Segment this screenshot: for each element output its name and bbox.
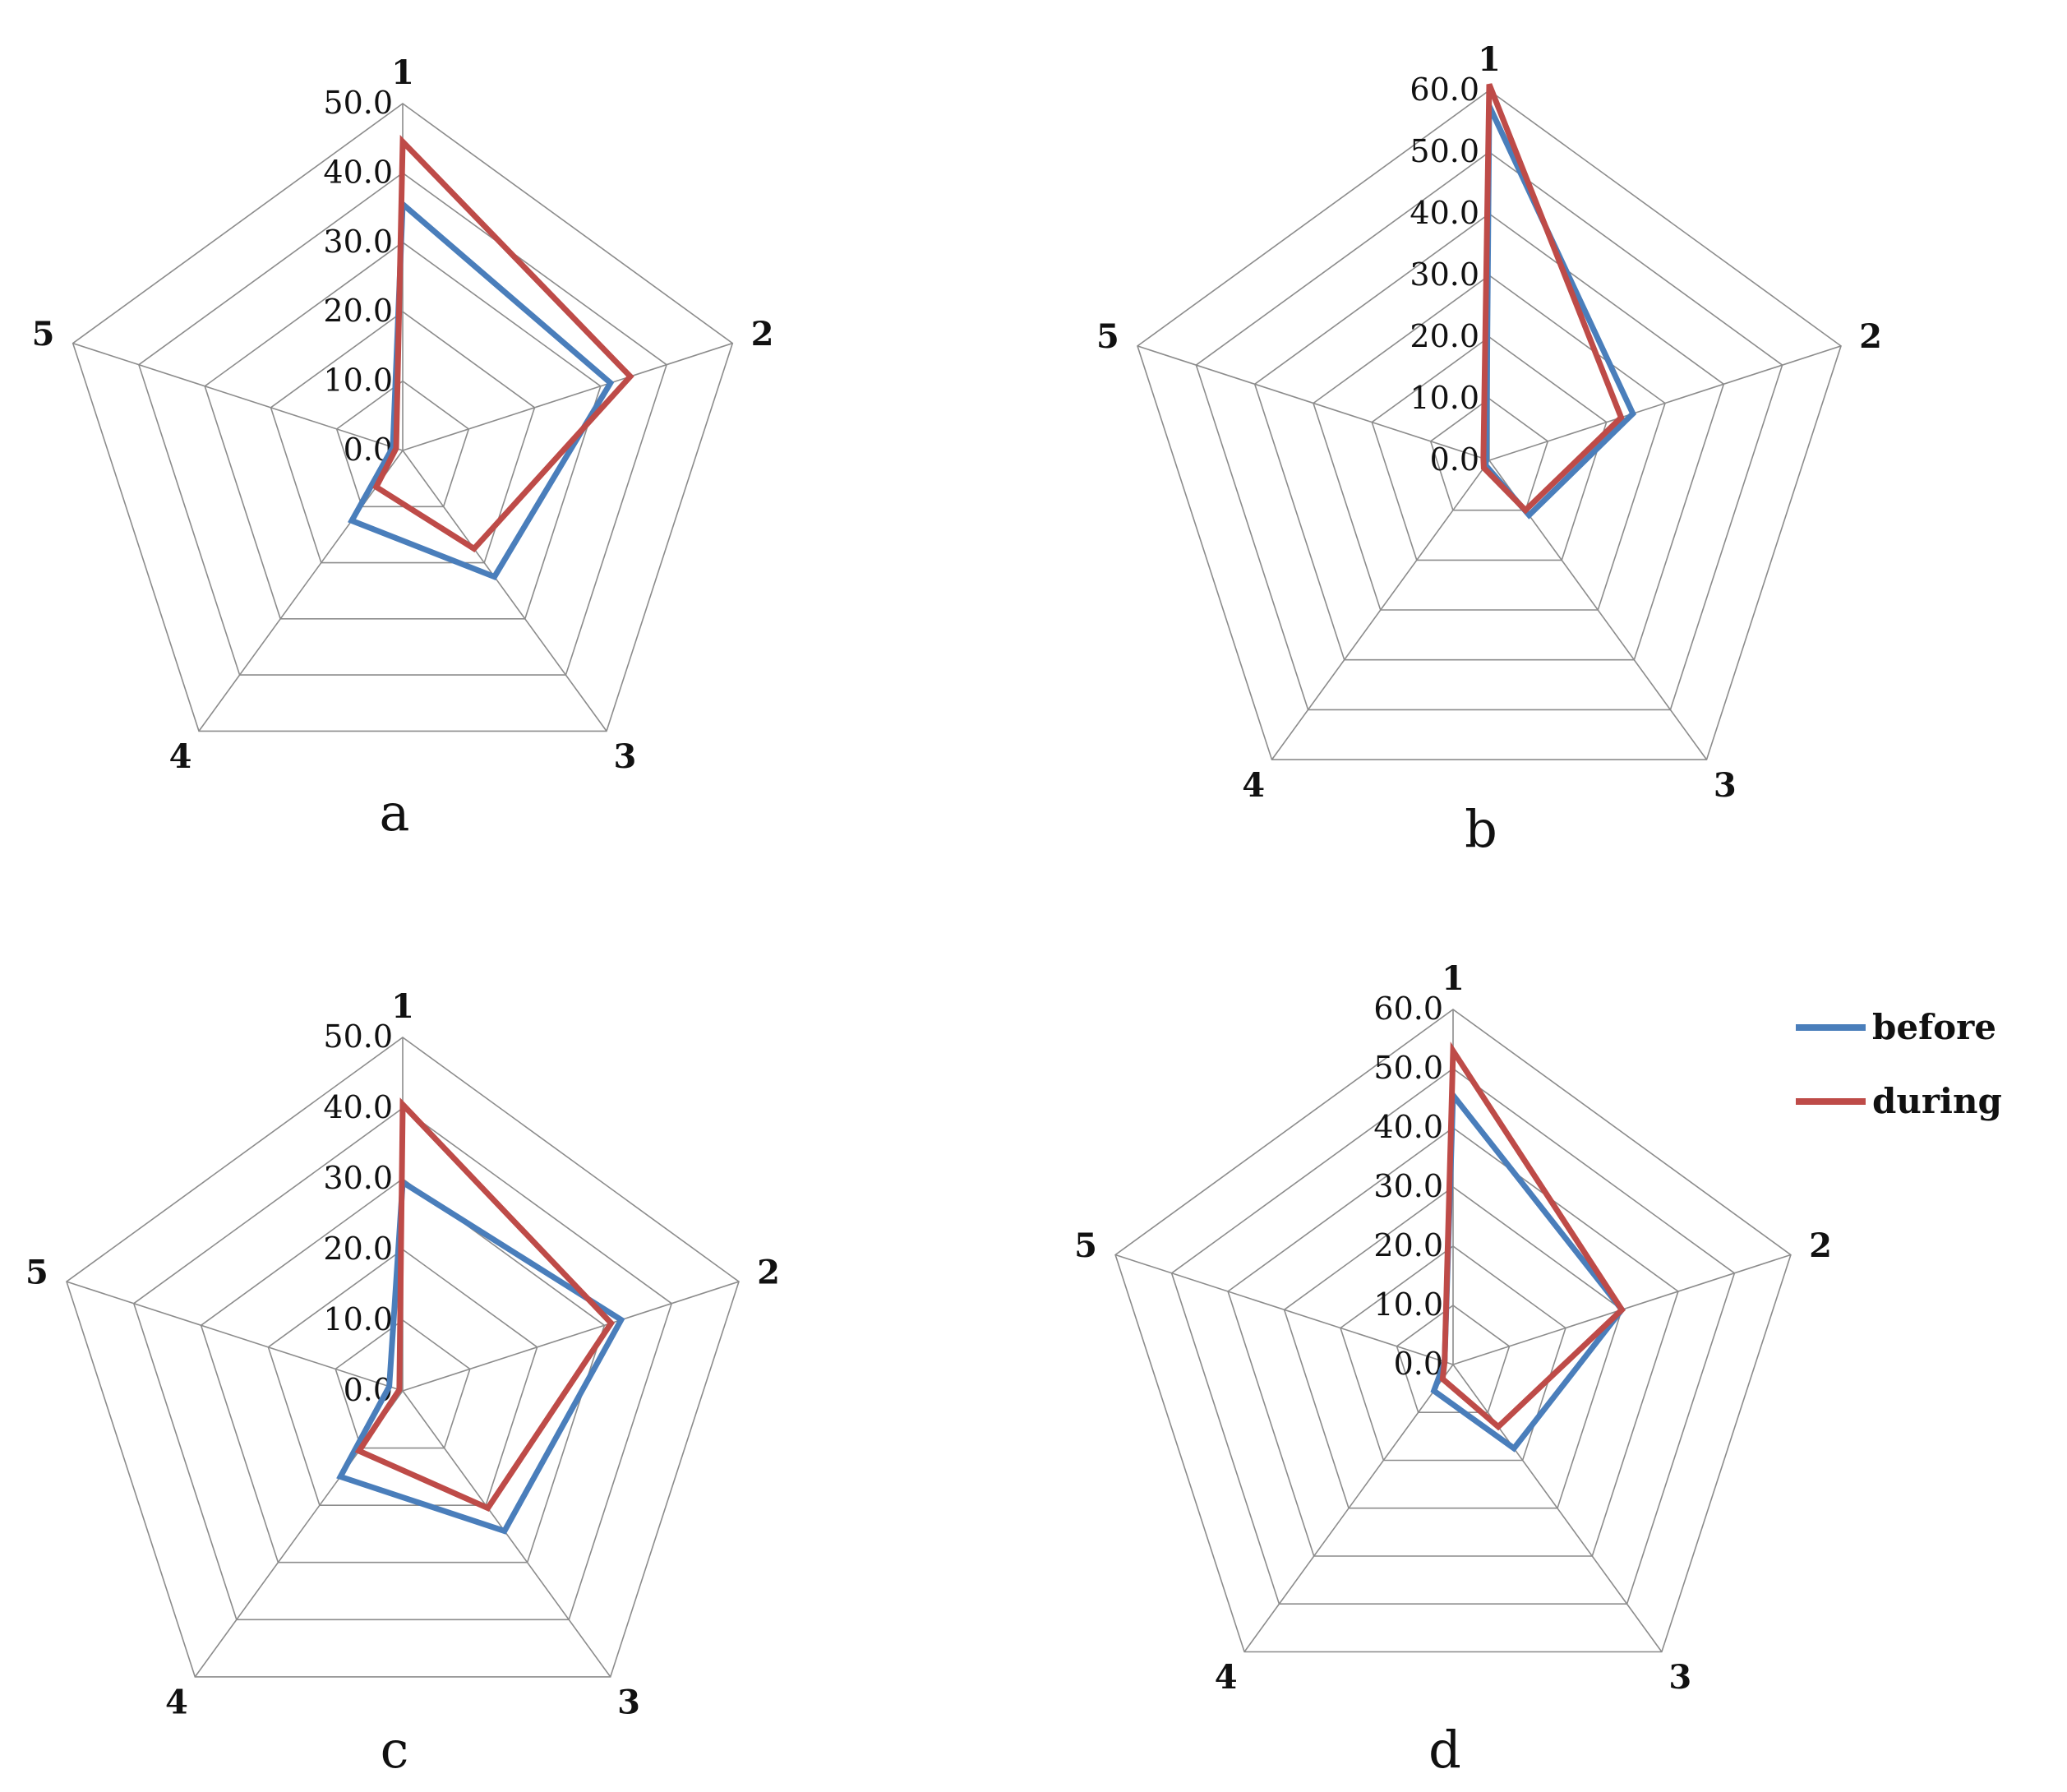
tick-label: 20.0 <box>1410 318 1479 354</box>
grid-ring <box>1371 336 1608 561</box>
tick-label: 0.0 <box>1430 441 1479 478</box>
spoke <box>198 450 404 732</box>
tick-label: 0.0 <box>1394 1346 1443 1382</box>
spoke <box>1137 345 1490 461</box>
category-label: 2 <box>757 1253 780 1291</box>
grid-ring <box>1253 213 1725 661</box>
category-label: 1 <box>1478 40 1501 79</box>
spoke <box>402 1281 740 1392</box>
tick-label: 10.0 <box>323 1301 393 1337</box>
category-label: 5 <box>32 315 55 353</box>
tick-label: 30.0 <box>1410 256 1479 293</box>
series-during <box>354 1097 616 1512</box>
radar-panel-d: 0.0 10.0 20.0 30.0 40.0 50.0 60.01 2 3 4 5 d <box>1074 959 1832 1780</box>
category-label: 3 <box>1714 766 1737 805</box>
tick-label: 10.0 <box>323 363 393 399</box>
spoke <box>1243 1364 1454 1652</box>
tick-label: 60.0 <box>1373 991 1443 1027</box>
category-label: 3 <box>617 1683 640 1722</box>
grid-ring <box>1283 1186 1623 1509</box>
category-label: 1 <box>391 987 414 1026</box>
tick-label: 50.0 <box>323 85 393 121</box>
tick-label: 30.0 <box>323 1160 393 1196</box>
tick-label: 20.0 <box>323 293 393 329</box>
tick-label: 30.0 <box>323 224 393 260</box>
spoke <box>1114 1254 1454 1365</box>
grid-ring <box>1195 151 1783 711</box>
grid-ring <box>335 1319 471 1449</box>
grid-ring <box>200 1178 606 1563</box>
tick-label: 50.0 <box>1373 1050 1443 1086</box>
grid-ring <box>1170 1068 1736 1605</box>
tick-label: 50.0 <box>323 1018 393 1055</box>
category-label: 5 <box>25 1253 48 1291</box>
category-label: 1 <box>1442 959 1465 998</box>
category-label: 1 <box>391 53 414 92</box>
legend: before during <box>1796 1007 2002 1121</box>
grid-ring <box>137 172 668 676</box>
category-label: 5 <box>1074 1226 1097 1265</box>
tick-label: 10.0 <box>1410 380 1479 416</box>
grid-ring <box>1313 275 1666 611</box>
grid-ring <box>1340 1245 1566 1462</box>
category-label: 3 <box>613 737 636 776</box>
grid-ring <box>1429 398 1549 511</box>
category-label: 3 <box>1668 1658 1691 1697</box>
grid-ring <box>204 241 602 620</box>
spoke <box>1452 1364 1663 1652</box>
panel-label: c <box>381 1720 409 1780</box>
grid-ring <box>66 1037 740 1678</box>
radar-panels: 0.010.020.030.040.050.012345a0.010.020.0… <box>25 40 1882 1780</box>
tick-label: 50.0 <box>1410 133 1479 169</box>
category-label: 4 <box>165 1683 188 1722</box>
series-during <box>372 134 634 553</box>
panel-label: b <box>1465 799 1497 859</box>
tick-label: 60.0 <box>1410 72 1479 108</box>
spoke <box>1488 345 1842 461</box>
tick-label: 40.0 <box>323 154 393 190</box>
spoke <box>402 450 607 732</box>
spoke <box>72 342 404 451</box>
spoke <box>66 1281 404 1392</box>
category-label: 2 <box>1859 317 1882 356</box>
category-label: 4 <box>1242 766 1265 805</box>
panel-label: a <box>380 783 410 843</box>
radar-panel-b: 0.0 10.0 20.0 30.0 40.0 50.0 60.01 2 3 4 5 b <box>1096 40 1882 859</box>
grid-ring <box>267 1249 538 1506</box>
tick-label: 40.0 <box>1410 195 1479 231</box>
grid-ring <box>132 1107 673 1621</box>
grid-ring <box>72 103 734 732</box>
tick-label: 20.0 <box>1373 1227 1443 1263</box>
grid-ring <box>270 311 536 564</box>
grid-ring <box>1114 1009 1792 1653</box>
category-label: 4 <box>169 737 192 776</box>
legend-label-before: before <box>1872 1007 1996 1047</box>
spoke <box>402 1390 611 1678</box>
tick-label: 20.0 <box>323 1231 393 1267</box>
grid-ring <box>1227 1127 1679 1557</box>
category-label: 2 <box>751 315 774 353</box>
category-label: 4 <box>1215 1658 1238 1697</box>
tick-label: 30.0 <box>1373 1168 1443 1204</box>
series-during <box>1480 83 1625 515</box>
category-label: 2 <box>1809 1226 1832 1265</box>
legend-label-during: during <box>1872 1081 2002 1121</box>
grid-ring <box>1396 1305 1511 1413</box>
series-during <box>1439 1041 1626 1431</box>
tick-label: 10.0 <box>1373 1286 1443 1323</box>
category-label: 5 <box>1096 317 1119 356</box>
tick-label: 40.0 <box>1373 1109 1443 1145</box>
spoke <box>1271 460 1490 760</box>
grid-ring <box>1137 90 1842 760</box>
spoke <box>402 342 733 451</box>
tick-label: 40.0 <box>323 1089 393 1125</box>
panel-label: d <box>1428 1720 1461 1780</box>
